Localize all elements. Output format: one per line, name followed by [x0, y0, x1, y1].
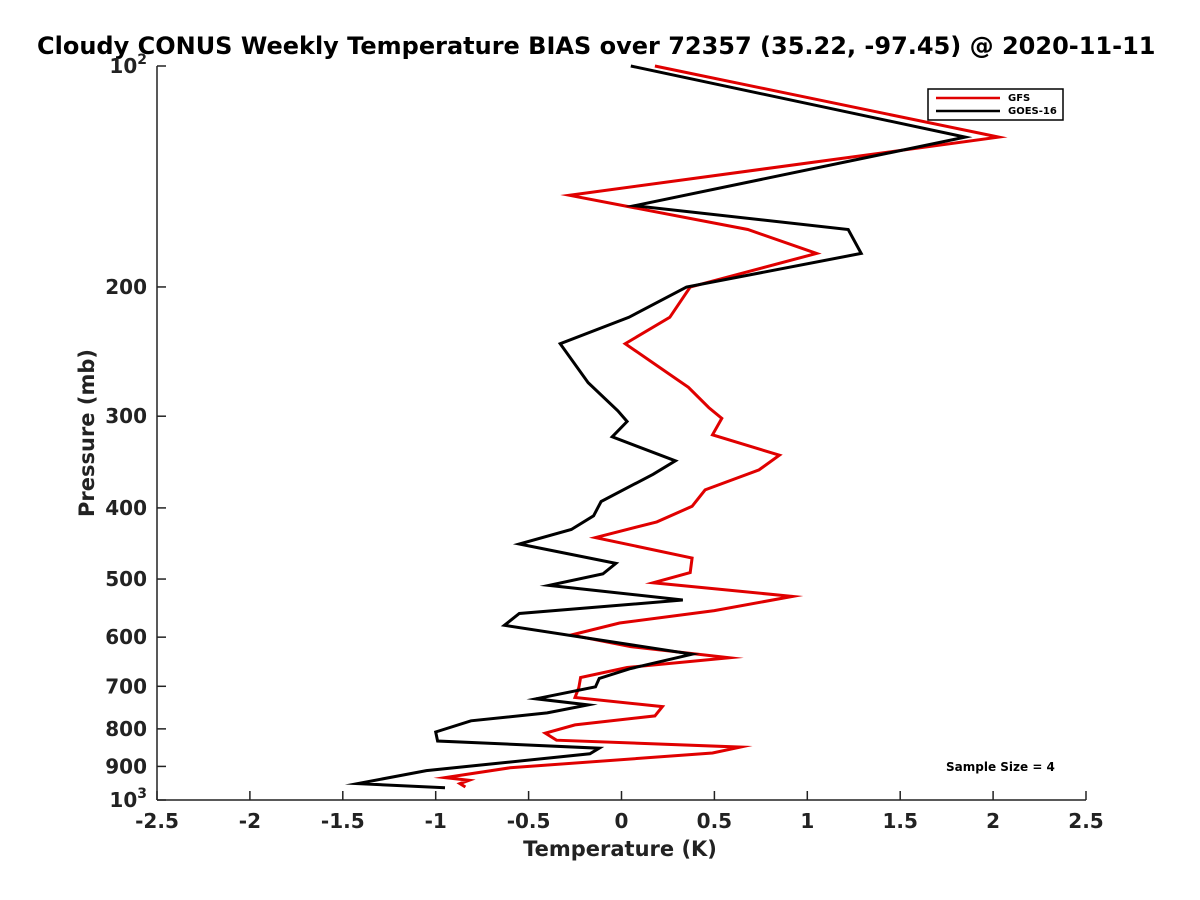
legend-label-goes16: GOES-16 [1008, 106, 1057, 117]
x-tick-label: -0.5 [507, 809, 551, 833]
y-axis-label: Pressure (mb) [75, 349, 99, 517]
x-tick-label: 1 [800, 809, 814, 833]
y-tick-label: 200 [105, 275, 147, 299]
x-tick-label: -2 [239, 809, 261, 833]
y-tick-label: 600 [105, 625, 147, 649]
x-tick-label: 2 [986, 809, 1000, 833]
legend-label-gfs: GFS [1008, 93, 1030, 104]
y-tick-label: 700 [105, 674, 147, 698]
x-axis-ticks: -2.5 -2 -1.5 -1 -0.5 0 0.5 1 1.5 2 2.5 [135, 791, 1104, 833]
plot-lines [344, 64, 1008, 790]
x-tick-label: -1.5 [321, 809, 365, 833]
series-line-gfs [433, 64, 1008, 789]
series-line-goes16 [344, 64, 973, 790]
x-tick-label: 0 [615, 809, 629, 833]
x-tick-label: 0.5 [697, 809, 732, 833]
y-tick-label: 800 [105, 717, 147, 741]
x-tick-label: -1 [425, 809, 447, 833]
x-tick-label: 1.5 [882, 809, 917, 833]
y-tick-label: 300 [105, 404, 147, 428]
y-tick-label: 102 [109, 52, 147, 78]
x-tick-label: -2.5 [135, 809, 179, 833]
y-tick-label: 500 [105, 567, 147, 591]
x-tick-label: 2.5 [1068, 809, 1103, 833]
y-axis-ticks: 102 200 300 400 500 600 700 800 900 103 [105, 52, 166, 812]
sample-size-annotation: Sample Size = 4 [946, 760, 1055, 774]
legend: GFS GOES-16 [927, 88, 1064, 121]
legend-box [927, 88, 1064, 121]
chart-title: Cloudy CONUS Weekly Temperature BIAS ove… [37, 32, 1155, 60]
y-tick-label: 400 [105, 496, 147, 520]
axes [156, 66, 1086, 801]
y-tick-label: 900 [105, 754, 147, 778]
x-axis-label: Temperature (K) [523, 837, 717, 861]
y-tick-label: 103 [109, 786, 147, 812]
